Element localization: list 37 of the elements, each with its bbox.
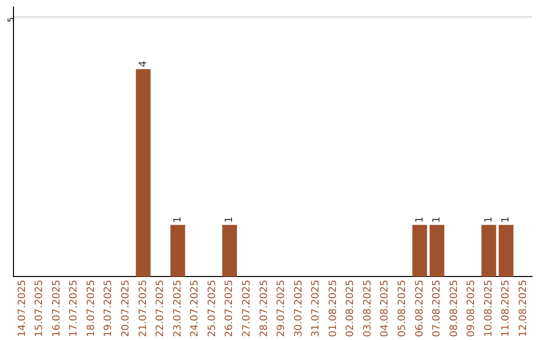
- x-tick-label: 24.07.2025: [190, 280, 201, 338]
- x-tick-label: 27.07.2025: [241, 280, 252, 338]
- x-tick-label: 06.08.2025: [414, 280, 426, 338]
- x-tick-label: 30.07.2025: [293, 280, 304, 338]
- x-tick-label: 09.08.2025: [466, 280, 478, 338]
- data-label: 4: [138, 60, 149, 68]
- x-tick-label: 29.07.2025: [276, 280, 288, 338]
- x-tick-label: 16.07.2025: [51, 280, 62, 338]
- data-label: 1: [432, 216, 443, 223]
- x-tick-label: 17.07.2025: [68, 280, 80, 338]
- x-tick-label: 12.08.2025: [518, 280, 529, 338]
- x-tick-label: 10.08.2025: [483, 280, 494, 338]
- data-label: 1: [172, 216, 184, 223]
- x-tick-label: 04.08.2025: [380, 280, 391, 338]
- x-tick-label: 25.07.2025: [206, 280, 218, 338]
- x-tick-label: 11.08.2025: [500, 280, 512, 338]
- data-label: 1: [414, 216, 426, 223]
- x-tick-label: 21.07.2025: [138, 280, 149, 338]
- x-tick-label: 19.07.2025: [103, 280, 114, 338]
- x-tick-label: 26.07.2025: [224, 280, 236, 338]
- x-tick-label: 14.07.2025: [16, 280, 28, 338]
- x-tick-label: 05.08.2025: [396, 280, 408, 338]
- x-tick-label: 22.07.2025: [155, 280, 166, 338]
- data-label: 1: [500, 216, 512, 223]
- x-tick-label: 01.08.2025: [328, 280, 339, 338]
- x-tick-label: 31.07.2025: [310, 280, 322, 338]
- x-tick-label: 20.07.2025: [120, 280, 132, 338]
- x-tick-label: 08.08.2025: [448, 280, 460, 338]
- data-label: 1: [224, 216, 236, 223]
- x-tick-label: 28.07.2025: [258, 280, 270, 338]
- x-tick-label: 18.07.2025: [86, 280, 97, 338]
- x-tick-label: 23.07.2025: [172, 280, 184, 338]
- x-tick-label: 02.08.2025: [345, 280, 356, 338]
- data-label: 1: [483, 216, 494, 223]
- x-tick-label: 15.07.2025: [34, 280, 46, 338]
- x-tick-label: 07.08.2025: [432, 280, 443, 338]
- x-tick-label: 03.08.2025: [362, 280, 374, 338]
